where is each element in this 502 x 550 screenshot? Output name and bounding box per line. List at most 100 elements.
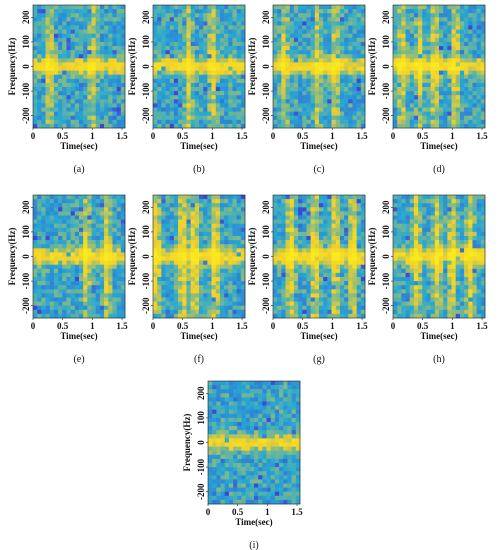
heatmap-cell — [331, 54, 337, 59]
heatmap-cell — [348, 195, 353, 200]
heatmap-cell — [331, 50, 337, 55]
heatmap-cell — [37, 248, 42, 253]
heatmap-cell — [207, 219, 212, 224]
heatmap-cell — [157, 66, 162, 71]
heatmap-cell — [281, 207, 286, 212]
heatmap-cell — [120, 223, 126, 229]
heatmap-cell — [53, 285, 59, 290]
heatmap-cell — [49, 9, 55, 14]
heatmap-cell — [397, 199, 402, 204]
heatmap-cell — [327, 41, 332, 47]
heatmap-cell — [302, 78, 307, 84]
heatmap-cell — [409, 211, 415, 216]
heatmap-cell — [104, 103, 109, 108]
heatmap-cell — [302, 260, 307, 265]
heatmap-cell — [203, 5, 208, 10]
heatmap-cell — [281, 293, 286, 298]
heatmap-cell — [153, 264, 158, 270]
heatmap-cell — [293, 313, 299, 319]
heatmap-cell — [348, 58, 353, 63]
heatmap-cell — [211, 236, 217, 241]
heatmap-cell — [53, 50, 59, 55]
heatmap-cell — [319, 62, 324, 67]
heatmap-cell — [41, 46, 46, 51]
heatmap-cell — [285, 272, 291, 278]
heatmap-cell — [228, 74, 233, 80]
heatmap-cell — [344, 9, 349, 14]
heatmap-cell — [468, 58, 473, 63]
heatmap-cell — [236, 227, 242, 233]
heatmap-cell — [182, 91, 187, 96]
heatmap-cell — [79, 223, 84, 229]
heatmap-cell — [74, 82, 80, 88]
heatmap-cell — [186, 203, 191, 208]
heatmap-cell — [314, 54, 320, 59]
heatmap-cell — [224, 78, 229, 84]
heatmap-cell — [464, 58, 469, 63]
heatmap-cell — [352, 70, 357, 75]
heatmap-cell — [405, 297, 411, 302]
heatmap-cell — [352, 281, 357, 286]
heatmap-cell — [434, 54, 440, 59]
heatmap-cell — [211, 277, 217, 282]
heatmap-cell — [405, 272, 411, 278]
heatmap-cell — [409, 5, 415, 10]
heatmap-cell — [58, 281, 63, 286]
heatmap-cell — [49, 215, 55, 220]
heatmap-cell — [273, 293, 278, 298]
heatmap-cell — [302, 107, 307, 112]
heatmap-cell — [45, 74, 51, 80]
heatmap-cell — [335, 305, 341, 311]
heatmap-cell — [83, 268, 88, 274]
heatmap-cell — [224, 119, 229, 125]
heatmap-cell — [211, 223, 217, 229]
heatmap-cell — [409, 111, 415, 116]
heatmap-cell — [87, 199, 92, 204]
heatmap-cell — [240, 244, 246, 249]
heatmap-cell — [331, 115, 337, 121]
heatmap-cell — [356, 111, 362, 116]
heatmap-cell — [405, 99, 411, 104]
heatmap-cell — [190, 240, 196, 245]
heatmap-cell — [393, 123, 398, 129]
heatmap-cell — [331, 305, 337, 311]
heatmap-cell — [464, 13, 469, 18]
heatmap-cell — [323, 227, 328, 233]
heatmap-cell — [33, 29, 38, 34]
heatmap-cell — [439, 78, 444, 84]
heatmap-cell — [393, 195, 398, 200]
heatmap-cell — [211, 5, 217, 10]
heatmap-cell — [203, 223, 208, 229]
heatmap-cell — [393, 309, 398, 315]
heatmap-cell — [178, 281, 183, 286]
heatmap-cell — [273, 203, 278, 208]
heatmap-cell — [401, 203, 406, 208]
heatmap-cell — [302, 66, 307, 71]
heatmap-cell — [418, 9, 423, 14]
heatmap-cell — [37, 91, 42, 96]
heatmap-cell — [344, 66, 349, 71]
heatmap-cell — [459, 115, 465, 121]
heatmap-cell — [58, 50, 63, 55]
heatmap-cell — [331, 74, 337, 80]
heatmap-cell — [33, 13, 38, 18]
heatmap-cell — [91, 199, 97, 204]
heatmap-cell — [236, 305, 242, 311]
heatmap-cell — [298, 236, 303, 241]
heatmap-cell — [153, 211, 158, 216]
heatmap-cell — [273, 240, 278, 245]
heatmap-cell — [178, 195, 183, 200]
heatmap-cell — [211, 115, 217, 121]
heatmap-cell — [178, 78, 183, 84]
heatmap-cell — [397, 87, 402, 92]
heatmap-cell — [277, 21, 282, 26]
heatmap-cell — [33, 203, 38, 208]
heatmap-cell — [91, 123, 97, 129]
heatmap-cell — [464, 78, 469, 84]
heatmap-cell — [480, 17, 486, 22]
heatmap-cell — [199, 21, 204, 26]
heatmap-cell — [289, 58, 295, 63]
heatmap-cell — [207, 95, 212, 100]
heatmap-cell — [273, 9, 278, 14]
